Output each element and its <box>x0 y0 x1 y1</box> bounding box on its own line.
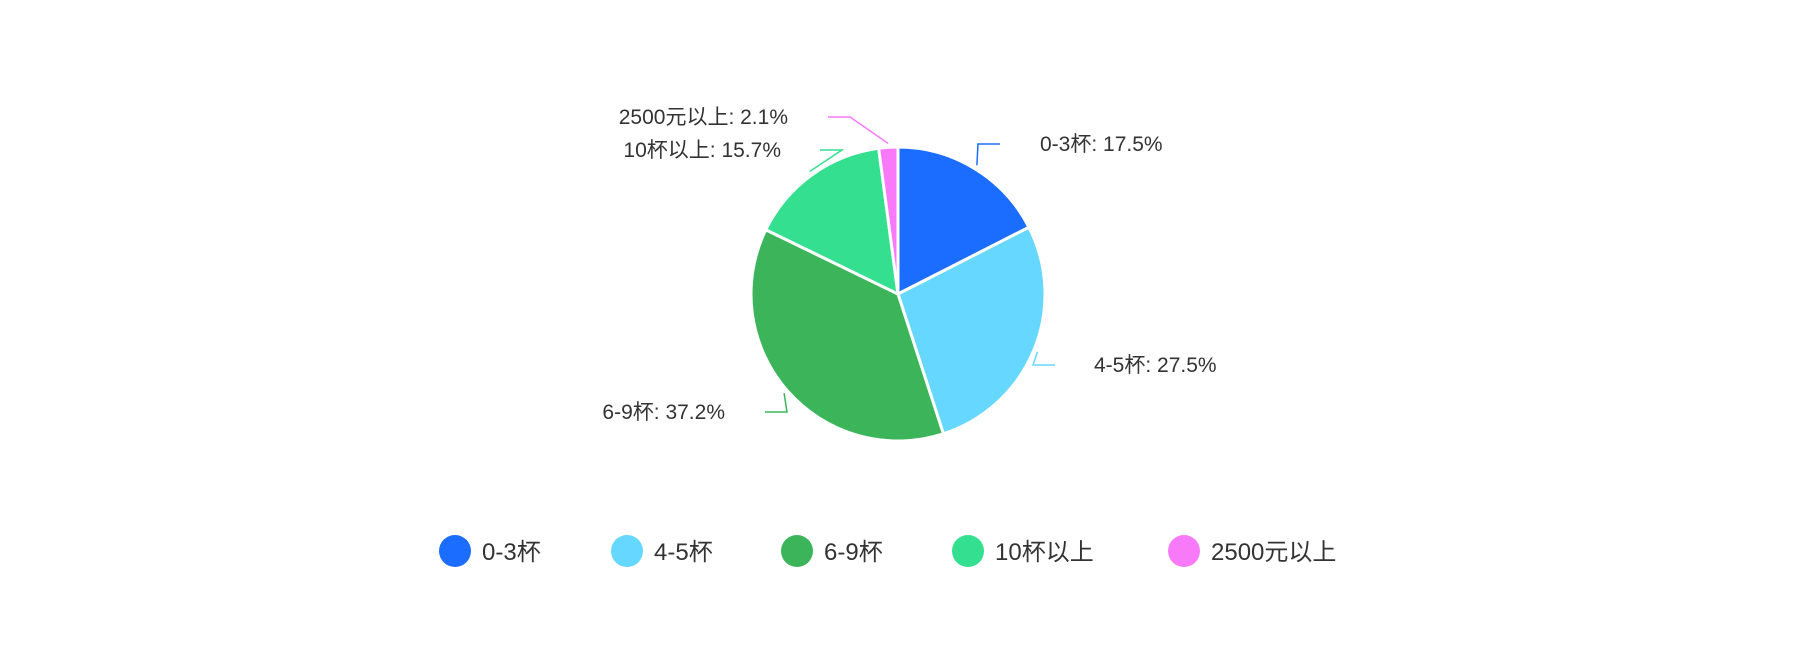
slice-label: 10杯以上: 15.7% <box>623 139 781 162</box>
leader-line <box>765 393 788 413</box>
slice-labels: 0-3杯: 17.5% 4-5杯: 27.5% 6-9杯: 37.2% 10杯以上: … <box>602 106 1216 424</box>
legend-item[interactable]: 0-3杯 <box>439 535 541 567</box>
pie-slice[interactable] <box>896 145 1031 297</box>
pie-slice[interactable] <box>896 225 1047 436</box>
pie-slice[interactable] <box>876 145 900 295</box>
leader-line <box>1031 351 1055 366</box>
pie-slice[interactable] <box>763 146 900 297</box>
leader-line <box>976 143 1000 166</box>
slice-label: 6-9杯: 37.2% <box>602 401 725 424</box>
legend-label: 2500元以上 <box>1211 539 1336 566</box>
slice-label: 2500元以上: 2.1% <box>619 106 788 129</box>
legend-marker <box>611 535 643 567</box>
legend-item[interactable]: 10杯以上 <box>952 535 1094 567</box>
legend-marker <box>1168 535 1200 567</box>
legend-label: 0-3杯 <box>482 539 541 566</box>
leader-line <box>809 149 845 173</box>
legend: 0-3杯 4-5杯 6-9杯 10杯以上 2500元以上 <box>439 535 1336 567</box>
legend-item[interactable]: 4-5杯 <box>611 535 713 567</box>
legend-marker <box>952 535 984 567</box>
legend-label: 6-9杯 <box>824 539 883 566</box>
pie-slices <box>749 145 1047 443</box>
legend-label: 10杯以上 <box>995 539 1094 566</box>
pie-slice[interactable] <box>749 227 946 443</box>
legend-marker <box>781 535 813 567</box>
slice-label: 0-3杯: 17.5% <box>1040 133 1163 156</box>
legend-item[interactable]: 2500元以上 <box>1168 535 1336 567</box>
leader-line <box>828 116 889 144</box>
legend-marker <box>439 535 471 567</box>
legend-item[interactable]: 6-9杯 <box>781 535 883 567</box>
legend-label: 4-5杯 <box>654 539 713 566</box>
slice-label: 4-5杯: 27.5% <box>1094 354 1217 377</box>
